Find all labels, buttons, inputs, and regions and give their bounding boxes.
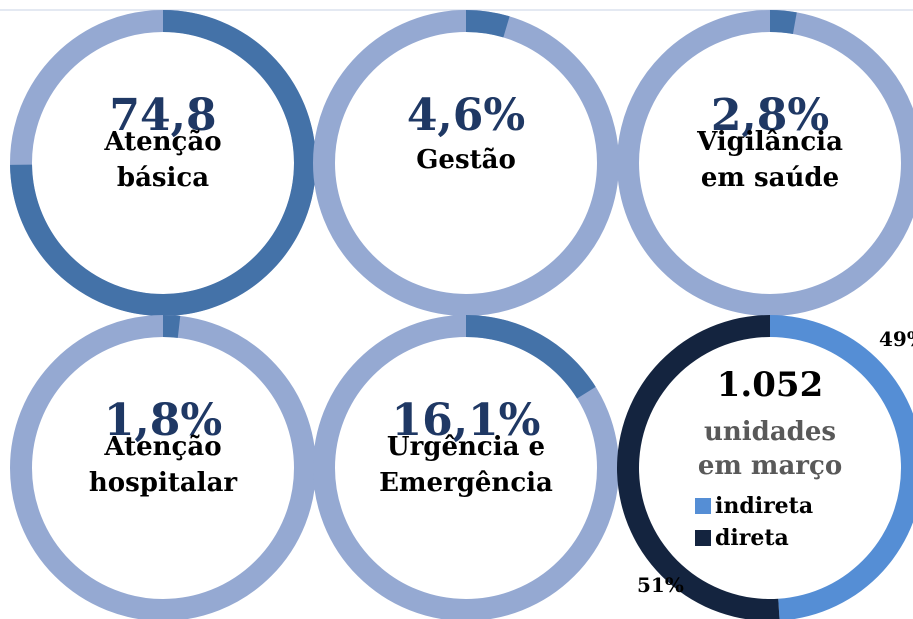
donut-chart: 2,8% Vigilância em saúde (617, 10, 913, 316)
legend-swatch (695, 530, 711, 546)
donut-svg (10, 10, 316, 316)
value-label: 1,8% (103, 395, 223, 446)
donut-chart: 1.052 unidades em março indireta direta 49% 5… (617, 315, 913, 619)
legend-swatch (695, 498, 711, 514)
donut-segment (163, 315, 181, 338)
donut-chart: 74,8 Atenção básica (10, 10, 316, 316)
donut-label: Atenção hospitalar (88, 432, 238, 498)
donut-segment (466, 315, 596, 399)
donut-chart: 4,6% Gestão (313, 10, 619, 316)
legend-text: indireta (715, 493, 814, 519)
value-label: 2,8% (710, 90, 830, 141)
legend-entry: direta (695, 525, 789, 551)
data-label: 51% (637, 573, 684, 597)
donut-svg (313, 10, 619, 316)
donut-segment (770, 10, 797, 35)
value-label: 16,1% (391, 395, 541, 446)
donut-segment (617, 315, 780, 619)
donut-chart: 1,8% Atenção hospitalar (10, 315, 316, 619)
donut-svg (313, 315, 619, 619)
legend-text: direta (715, 525, 789, 551)
donut-segment (770, 315, 913, 619)
value-label: 4,6% (406, 90, 526, 141)
donut-svg (617, 315, 913, 619)
donut-label: Gestão (416, 145, 516, 175)
donut-title: 1.052 (716, 365, 824, 405)
donut-label: Vigilância em saúde (697, 127, 843, 193)
legend-entry: indireta (695, 493, 813, 519)
donut-segment (466, 10, 510, 38)
donut-svg (617, 10, 913, 316)
donut-label: Urgência e Emergência (379, 432, 553, 498)
donut-subtitle: unidades em março (697, 417, 843, 481)
donut-label: Atenção básica (104, 127, 222, 193)
donut-chart: 16,1% Urgência e Emergência (313, 315, 619, 619)
value-label: 74,8 (109, 90, 217, 141)
top-rule (0, 9, 913, 11)
data-label: 49% (879, 327, 913, 351)
donut-svg (10, 315, 316, 619)
